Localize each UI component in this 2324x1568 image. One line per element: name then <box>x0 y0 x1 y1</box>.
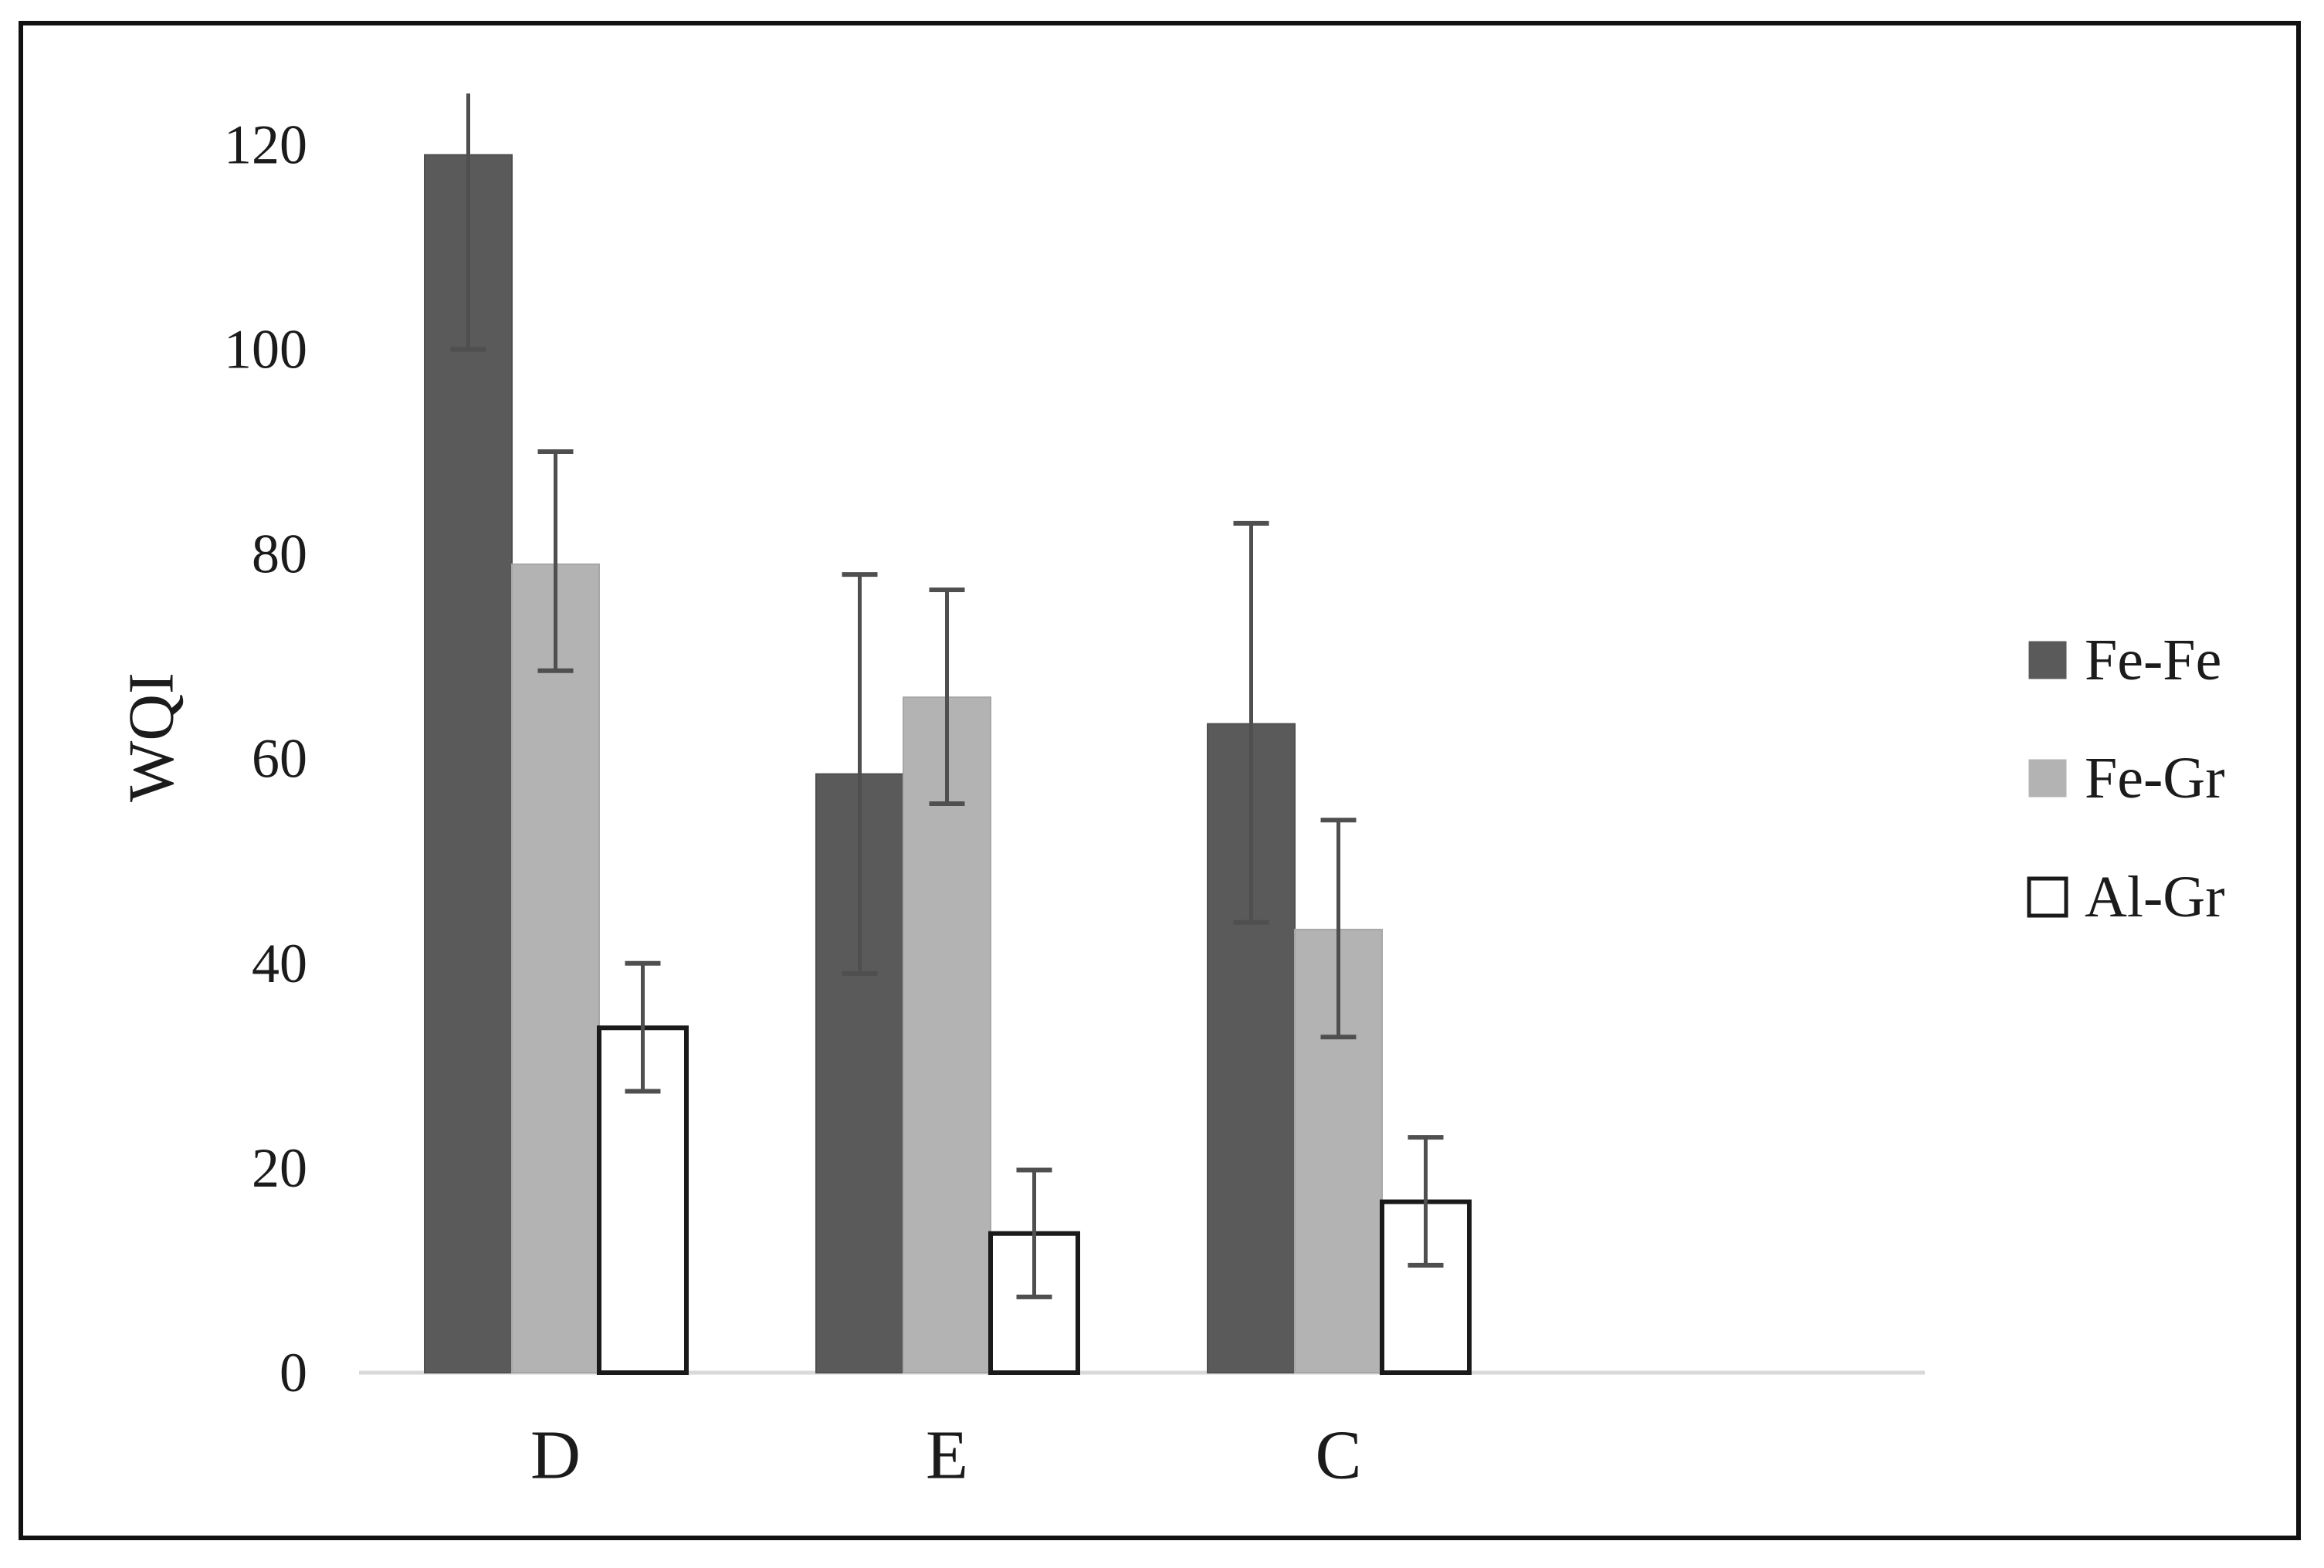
bar-D-Fe-Gr <box>511 563 600 1373</box>
legend-label-Fe-Gr: Fe-Gr <box>2085 746 2225 811</box>
bar-E-Fe-Gr <box>903 696 991 1373</box>
y-tick-label-60: 60 <box>252 728 307 790</box>
y-tick-label-100: 100 <box>224 319 307 381</box>
y-tick-label-80: 80 <box>252 523 307 585</box>
error-bar-E-Fe-Fe <box>842 572 878 977</box>
x-category-label-E: E <box>926 1417 968 1494</box>
y-tick-label-20: 20 <box>252 1137 307 1199</box>
x-category-label-C: C <box>1315 1417 1361 1494</box>
y-tick-label-40: 40 <box>252 933 307 994</box>
legend-label-Fe-Fe: Fe-Fe <box>2085 628 2221 693</box>
error-bar-E-Al-Gr <box>1016 1167 1052 1299</box>
bar-D-Fe-Fe <box>424 154 513 1373</box>
y-tick-label-120: 120 <box>224 113 307 175</box>
legend-item-Al-Gr: Al-Gr <box>2027 865 2225 930</box>
error-bar-D-Al-Gr <box>625 960 661 1094</box>
legend-item-Fe-Gr: Fe-Gr <box>2028 746 2225 811</box>
legend-swatch-Al-Gr <box>2027 876 2068 918</box>
y-tick-label-0: 0 <box>279 1342 307 1404</box>
error-bars-layer <box>450 93 1444 1299</box>
legend-label-Al-Gr: Al-Gr <box>2085 865 2225 930</box>
legend: Fe-Fe Fe-Gr Al-Gr <box>2027 628 2225 930</box>
error-bar-E-Fe-Gr <box>929 587 965 807</box>
figure-border <box>19 21 2301 1540</box>
error-bar-C-Fe-Gr <box>1320 818 1357 1040</box>
error-bar-C-Al-Gr <box>1408 1135 1444 1268</box>
legend-item-Fe-Fe: Fe-Fe <box>2028 628 2221 693</box>
error-bar-C-Fe-Fe <box>1233 520 1269 925</box>
x-category-label-D: D <box>530 1417 581 1494</box>
y-axis-title: WQI <box>116 672 188 802</box>
legend-swatch-Fe-Fe <box>2028 641 2067 679</box>
bars-layer <box>424 154 1472 1376</box>
legend-swatch-Fe-Gr <box>2028 759 2067 798</box>
error-bar-D-Fe-Gr <box>537 449 574 673</box>
y-tick-labels: 0 20 40 60 80 100 120 <box>224 113 307 1404</box>
error-bar-D-Fe-Fe <box>450 93 486 352</box>
